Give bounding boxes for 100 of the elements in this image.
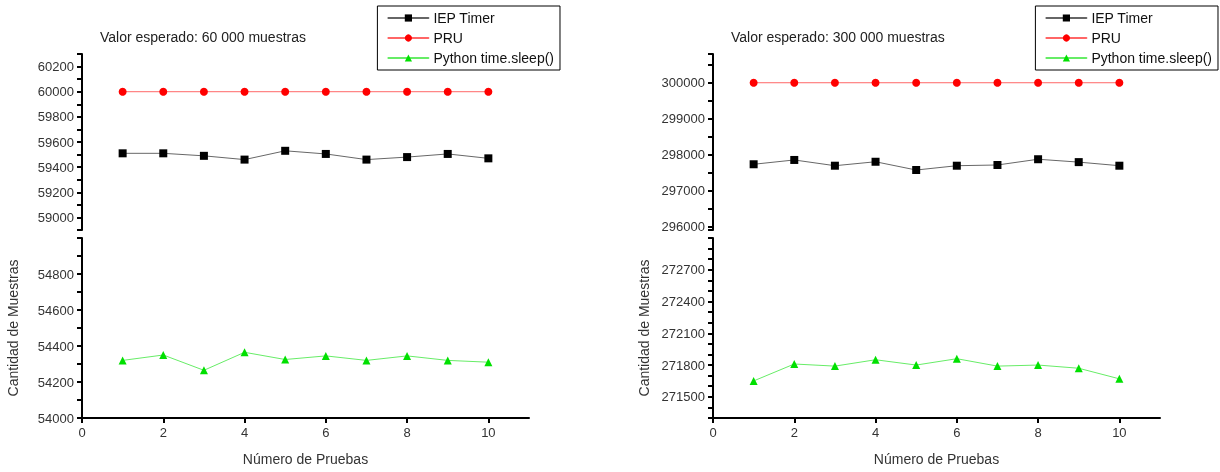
point: [993, 78, 1002, 87]
point: [362, 87, 371, 96]
y-tick-label: 59000: [37, 209, 74, 225]
point: [443, 87, 452, 96]
y-tick-label: 296000: [661, 218, 705, 234]
point: [240, 155, 249, 164]
point: [912, 361, 921, 370]
point: [790, 78, 799, 87]
point: [749, 160, 758, 169]
y-tick-label: 59400: [37, 159, 74, 175]
x-tick-label: 6: [322, 425, 330, 440]
point: [749, 376, 758, 385]
point: [790, 360, 799, 368]
x-tick-label: 2: [159, 425, 167, 440]
y-tick-label: 300000: [661, 75, 705, 91]
point: [159, 87, 168, 96]
x-tick-label: 0: [709, 425, 717, 440]
y-tick-label: 271500: [661, 389, 705, 405]
x-tick-label: 10: [1112, 425, 1127, 440]
point: [952, 78, 961, 87]
point: [281, 87, 290, 96]
point: [484, 87, 493, 96]
y-tick-label: 54200: [37, 374, 74, 390]
legend-label: IEP Timer: [1091, 10, 1153, 26]
text: Valor esperado: 60 000 muestras: [100, 29, 306, 45]
point: [159, 351, 168, 359]
point: [993, 362, 1002, 371]
point: [871, 78, 880, 87]
point: [281, 355, 290, 364]
y-tick-label: 60000: [37, 84, 74, 100]
y-tick-label: 54000: [37, 410, 74, 426]
x-axis-title: Número de Pruebas: [873, 451, 1000, 467]
legend-label: PRU: [1091, 30, 1121, 46]
y-tick-label: 272700: [661, 262, 705, 278]
point: [871, 355, 880, 364]
legend-label: Python time.sleep(): [1091, 50, 1212, 66]
point: [240, 87, 249, 96]
point: [749, 78, 758, 87]
y-tick-label: 54800: [37, 266, 74, 282]
x-tick-label: 8: [1034, 425, 1042, 440]
point: [1115, 161, 1124, 170]
point: [1115, 374, 1124, 383]
point: [790, 155, 799, 164]
point: [1074, 78, 1083, 87]
point: [1115, 78, 1124, 87]
y-tick-label: 271800: [661, 357, 705, 373]
point: [362, 356, 371, 365]
y-axis-title: Cantidad de Muestras: [635, 259, 652, 397]
point: [403, 87, 412, 96]
y-tick-label: 59800: [37, 109, 74, 125]
point: [1074, 158, 1083, 167]
text: Valor esperado: 300 000 muestras: [731, 29, 945, 45]
point: [199, 366, 208, 375]
point: [321, 87, 330, 96]
point: [443, 149, 452, 158]
x-tick-label: 10: [481, 425, 496, 440]
point: [403, 153, 412, 162]
y-tick-label: 54600: [37, 302, 74, 318]
point: [118, 87, 127, 96]
point: [830, 362, 839, 371]
y-tick-label: 59200: [37, 184, 74, 200]
y-tick-label: 298000: [661, 147, 705, 163]
point: [403, 351, 412, 360]
point: [281, 146, 290, 155]
point: [952, 354, 961, 363]
point: [240, 348, 249, 357]
x-tick-label: 4: [871, 425, 880, 440]
point: [912, 166, 921, 175]
y-tick-label: 299000: [661, 111, 705, 127]
x-tick-label: 8: [403, 425, 411, 440]
point: [321, 351, 330, 360]
y-tick-label: 59600: [37, 134, 74, 150]
legend-label: Python time.sleep(): [433, 50, 554, 66]
point: [484, 358, 493, 367]
point: [830, 78, 839, 87]
x-tick-label: 2: [790, 425, 798, 440]
x-axis-title: Número de Pruebas: [242, 451, 369, 467]
y-axis-title: Cantidad de Muestras: [5, 259, 21, 397]
point: [199, 87, 208, 96]
point: [199, 151, 208, 160]
legend-label: IEP Timer: [433, 10, 495, 26]
point: [321, 149, 330, 158]
point: [952, 161, 961, 170]
legend-label: PRU: [433, 30, 463, 46]
point: [1034, 78, 1043, 87]
point: [1034, 155, 1043, 164]
point: [362, 155, 371, 164]
point: [912, 78, 921, 87]
point: [830, 161, 839, 170]
y-tick-label: 297000: [661, 182, 705, 198]
point: [118, 149, 127, 158]
point: [871, 157, 880, 166]
y-tick-label: 272100: [661, 325, 705, 341]
point: [484, 154, 493, 163]
point: [1034, 361, 1043, 370]
point: [993, 160, 1002, 169]
x-tick-label: 0: [78, 425, 86, 440]
y-tick-label: 60200: [37, 59, 74, 75]
point: [159, 149, 168, 158]
x-tick-label: 6: [953, 425, 961, 440]
